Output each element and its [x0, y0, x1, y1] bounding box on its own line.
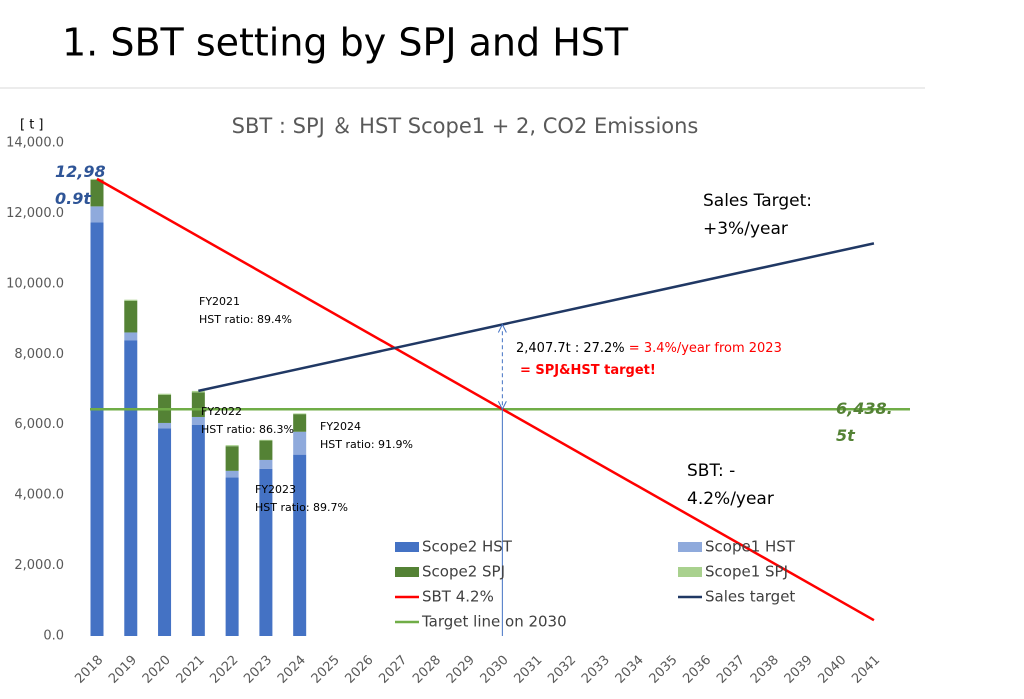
fy-note: FY2021 HST ratio: 89.4% — [199, 295, 292, 326]
bar-segment — [225, 445, 239, 447]
bar-segment — [259, 440, 273, 460]
y-tick-label: 10,000.0 — [6, 276, 64, 291]
legend-label: SBT 4.2% — [422, 588, 494, 606]
x-tick-label: 2030 — [478, 653, 512, 687]
x-tick-label: 2020 — [140, 653, 174, 687]
arrow-head — [497, 323, 507, 333]
target-value: 6,438. 5t — [836, 399, 893, 445]
legend-swatch — [395, 567, 419, 577]
bar-segment — [293, 414, 307, 432]
y-unit: [ t ] — [20, 118, 44, 133]
legend-swatch — [395, 542, 419, 552]
legend-label: Scope2 SPJ — [422, 563, 505, 581]
bar-segment — [90, 206, 104, 223]
bar-segment — [225, 477, 239, 636]
bar-segment — [191, 416, 205, 425]
x-tick-label: 2028 — [410, 653, 444, 687]
y-tick-label: 8,000.0 — [14, 347, 64, 362]
bar-segment — [124, 340, 138, 636]
sbt-note: SBT: -4.2%/year — [687, 461, 774, 509]
x-tick-label: 2033 — [579, 653, 613, 687]
bar-segment — [90, 179, 104, 207]
legend-swatch — [678, 567, 702, 577]
bar-segment — [158, 422, 172, 429]
x-tick-label: 2018 — [72, 653, 106, 687]
x-tick-label: 2021 — [174, 653, 208, 687]
x-tick-label: 2019 — [106, 653, 140, 687]
slide-title: 1. SBT setting by SPJ and HST — [62, 21, 629, 65]
x-tick-label: 2026 — [343, 653, 377, 687]
bar-segment — [90, 222, 104, 636]
legend-swatch — [678, 542, 702, 552]
legend-label: Scope1 HST — [705, 538, 796, 556]
y-tick-label: 14,000.0 — [6, 136, 64, 151]
sales-note: Sales Target: +3%/year — [703, 191, 812, 239]
fy-note: FY2023 HST ratio: 89.7% — [255, 483, 348, 514]
x-tick-label: 2032 — [545, 653, 579, 687]
plot: 0.0 2,000.0 4,000.0 6,000.0 8,000.0 10,000.0 1… — [6, 136, 910, 687]
bar-segment — [259, 459, 273, 469]
bar-segment — [191, 390, 205, 393]
bar-segment — [293, 454, 307, 636]
y-tick-label: 2,000.0 — [14, 558, 64, 573]
bar-segment — [124, 299, 138, 301]
x-tick-label: 2034 — [613, 653, 647, 687]
y-tick-label: 4,000.0 — [14, 488, 64, 503]
legend-label: Scope2 HST — [422, 538, 513, 556]
bar-segment — [191, 424, 205, 636]
y-tick-label: 0.0 — [43, 629, 64, 644]
x-tick-label: 2023 — [241, 653, 275, 687]
start-value: 12,98 0.9t — [55, 162, 106, 208]
bar-segment — [158, 428, 172, 636]
fy-note: FY2024 HST ratio: 91.9% — [320, 420, 413, 451]
x-tick-label: 2039 — [782, 653, 816, 687]
arrow-head — [497, 401, 507, 411]
bar-segment — [225, 470, 239, 478]
x-tick-label: 2038 — [748, 653, 782, 687]
bar-segment — [293, 413, 307, 415]
x-tick-label: 2031 — [511, 653, 545, 687]
bar-segment — [293, 431, 307, 455]
x-tick-label: 2024 — [275, 653, 309, 687]
x-tick-label: 2027 — [376, 653, 410, 687]
x-tick-label: 2037 — [714, 653, 748, 687]
x-tick-label: 2022 — [207, 653, 241, 687]
y-tick-label: 6,000.0 — [14, 417, 64, 432]
line-series — [198, 242, 875, 393]
fy-note: FY2022 HST ratio: 86.3% — [201, 405, 294, 436]
gap-note: 2,407.7t : 27.2% = 3.4%/year from 2023 = … — [516, 341, 782, 378]
legend-label: Scope1 SPJ — [705, 563, 788, 581]
x-tick-label: 2040 — [815, 653, 849, 687]
x-tick-label: 2035 — [647, 653, 681, 687]
line-series — [96, 177, 875, 622]
chart-title: SBT : SPJ ＆ HST Scope1 + 2, CO2 Emission… — [232, 114, 699, 138]
x-tick-label: 2029 — [444, 653, 478, 687]
x-tick-label: 2025 — [309, 653, 343, 687]
bar-segment — [158, 393, 172, 395]
bar-segment — [259, 468, 273, 636]
x-tick-label: 2041 — [849, 653, 883, 687]
y-tick-label: 12,000.0 — [6, 206, 64, 221]
bar-segment — [225, 446, 239, 471]
bar-segment — [124, 332, 138, 341]
bar-segment — [191, 392, 205, 417]
legend-label: Target line on 2030 — [421, 613, 567, 631]
bar-segment — [124, 300, 138, 333]
bar-segment — [259, 439, 273, 441]
x-tick-label: 2036 — [680, 653, 714, 687]
legend-label: Sales target — [705, 588, 795, 606]
